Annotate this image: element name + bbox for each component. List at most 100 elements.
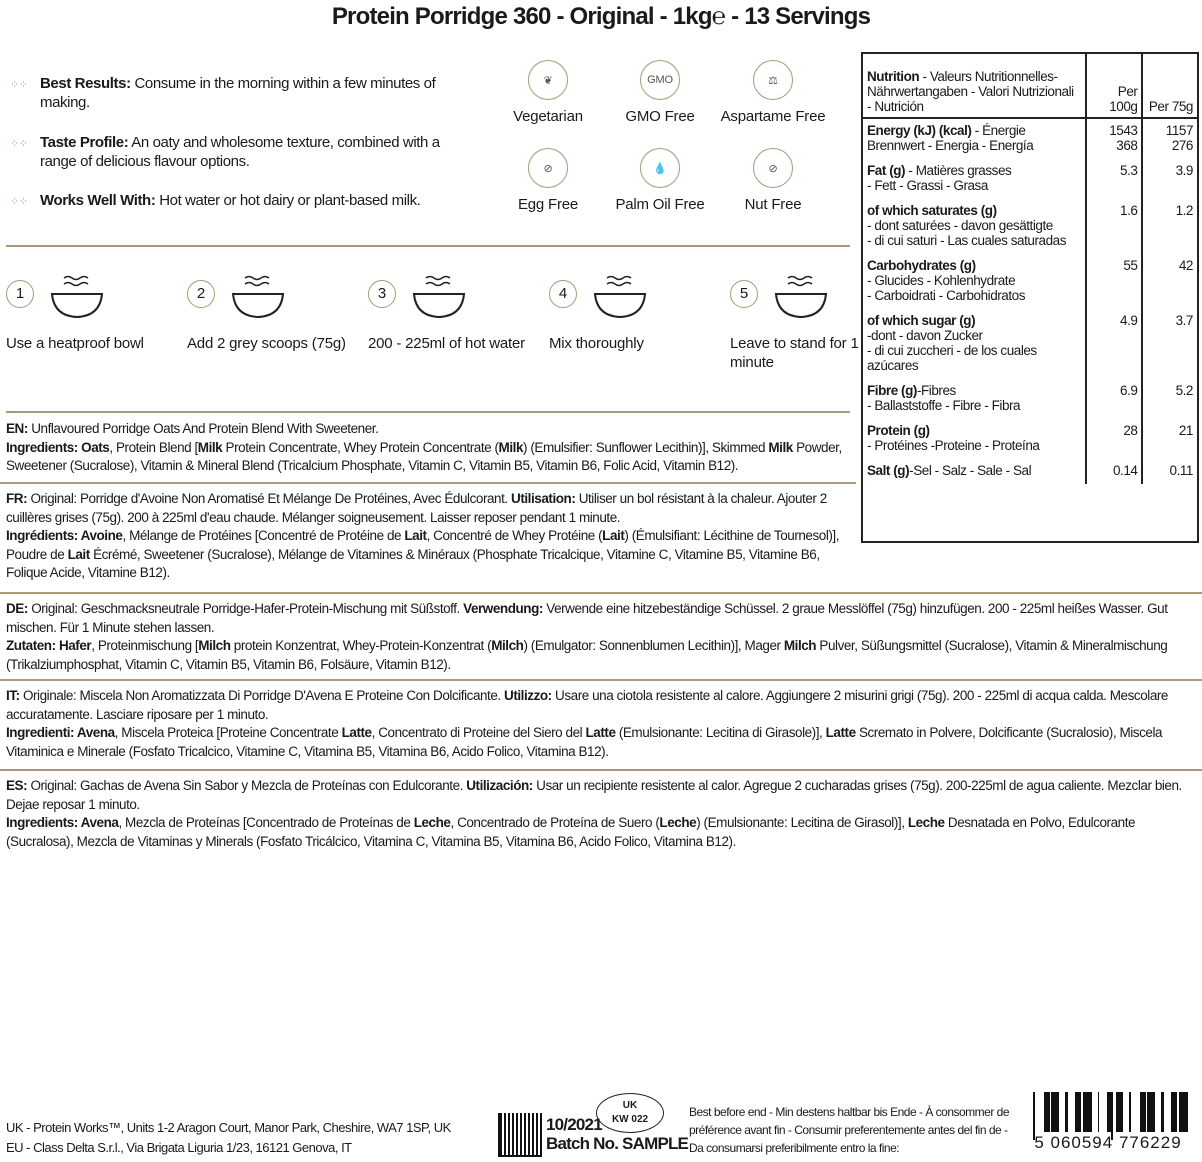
text-segment: Leche [659,815,697,830]
nutrient-translations: - Glucides - Kohlenhydrate - Carboidrati… [867,273,1026,303]
text-segment: Lait [404,528,427,543]
badge-label: Vegetarian [513,108,583,125]
step-number: 1 [6,280,34,308]
text-segment: Milk [768,439,793,455]
benefit-label: Best Results: [40,75,131,92]
text-segment: Usar un recipiente resistente al calor. … [6,778,1182,812]
text-segment: FR: [6,491,28,506]
badge-label: Nut Free [744,196,802,213]
nutrient-name: Protein (g) [867,423,930,438]
nutrient-translations: - dont saturées - davon gesättigte - di … [867,218,1066,248]
divider [0,592,1202,594]
benefit-label: Works Well With: [40,192,156,209]
text-segment: Utilisation: [511,491,576,506]
step-text: Use a heatproof bowl [6,335,144,352]
value-per-75g: 1.2 [1141,199,1197,254]
text-segment: Écrémé, Sweetener (Sucralose), Mélange d… [6,546,820,581]
nutrient-translations: -Fibres - Ballaststoffe - Fibre - Fibra [867,383,1021,413]
step-1: 1 Use a heatproof bowl [6,272,176,382]
text-segment: Powder, Sweetener (Sucralose), Vitamin &… [6,439,842,474]
nut-icon: ⊘ [753,148,793,188]
benefit-label: Taste Profile: [40,134,129,151]
nutrition-row: of which sugar (g) -dont - davon Zucker … [863,309,1197,379]
text-segment: ) (Emulsionante: Lecitina de Girasol)], [696,815,908,830]
barcode [1033,1092,1188,1140]
value-per-75g: 21 [1141,419,1197,459]
text-segment: Leche [413,815,451,830]
benefit-text: An oaty and wholesome texture, combined … [40,134,440,170]
bowl-timer-icon [774,275,828,319]
badge-1: GMO GMO Free [605,60,715,125]
value-per-100g: 0.14 [1084,459,1143,484]
text-segment: Originale: Miscela Non Aromatizzata Di P… [19,688,505,703]
nutrient-translations: - Protéines -Proteine - Proteína [867,438,1040,453]
text-segment: Milch [198,638,231,653]
batch-number: Batch No. SAMPLE [546,1134,689,1153]
badge-4: 💧 Palm Oil Free [605,148,715,213]
text-segment: , Concentré de Whey Protéine ( [426,528,603,543]
step-number: 2 [187,280,215,308]
benefit-text: Hot water or hot dairy or plant-based mi… [155,192,421,209]
nutrition-row: Energy (kJ) (kcal) - Énergie Brennwert -… [863,118,1197,159]
leaf-icon: ❦ [528,60,568,100]
oil-drop-icon: 💧 [640,148,680,188]
ingredients-it: IT: Originale: Miscela Non Aromatizzata … [6,687,1196,761]
text-segment: Milch [783,638,817,653]
step-5: 5 Leave to stand for 1 minute [730,272,900,382]
egg-icon: ⊘ [528,148,568,188]
text-segment: Unflavoured Porridge Oats And Protein Bl… [27,421,379,436]
text-segment: Verwendung: [463,601,543,616]
text-segment: Protein Concentrate, Whey Protein Concen… [222,439,499,455]
nutrient-translations: - Énergie Brennwert - Energia - Energía [867,123,1034,153]
text-segment: IT: [6,688,20,703]
step-4: 4 Mix thoroughly [549,272,719,382]
ingredients-es: ES: Original: Gachas de Avena Sin Sabor … [6,777,1196,851]
nutrition-row: Fibre (g)-Fibres - Ballaststoffe - Fibre… [863,379,1197,419]
divider [6,245,850,247]
badge-label: GMO Free [625,108,695,125]
value-per-100g: 28 [1084,419,1143,459]
text-segment: Original: Geschmacksneutrale Porridge-Ha… [27,601,464,616]
badge-5: ⊘ Nut Free [718,148,828,213]
best-before-text: Best before end - Min destens haltbar bi… [689,1105,1010,1155]
datamatrix-code [498,1113,542,1157]
benefit-text: Consume in the morning within a few minu… [40,75,436,111]
text-segment: (Emulsionante: Lecitina di Girasole)], [615,725,826,740]
nutrient-name: of which saturates (g) [867,203,997,218]
batch-date: 10/2021 [546,1115,603,1134]
text-segment: ) (Émulsifiant: Lécithine de Tournesol)]… [6,528,840,562]
text-segment: Pulver, Süßungsmittel (Sucralose), Vitam… [6,638,1168,672]
divider [6,411,850,413]
nutrient-name: Fibre (g) [867,383,917,398]
dots-icon: ⁘⁘ [10,79,28,91]
value-per-100g: 1543 368 [1084,118,1143,159]
bowl-mix-icon [593,275,647,319]
step-number: 5 [730,280,758,308]
text-segment: Utilización: [466,778,533,793]
bowl-steam-icon [50,275,104,319]
text-segment: Usare una ciotola resistente al calore. … [6,688,1168,722]
text-segment: Lait [602,528,625,543]
badge-label: Palm Oil Free [615,196,705,213]
badge-label: Aspartame Free [720,108,826,125]
nutrient-name: Carbohydrates (g) [867,258,976,273]
text-segment: , Concentrado de Proteína de Suero ( [450,815,660,830]
bowl-pour-icon [412,275,466,319]
nutrition-row: of which saturates (g) - dont saturées -… [863,199,1197,254]
ingredients-fr: FR: Original: Porridge d'Avoine Non Arom… [6,490,856,583]
bowl-scoop-icon [231,275,285,319]
gmo-icon: GMO [640,60,680,100]
benefit-taste-profile: ⁘⁘ Taste Profile: An oaty and wholesome t… [10,133,470,171]
nutrient-name: Fat (g) [867,163,906,178]
value-per-100g: 55 [1084,254,1143,309]
step-text: 200 - 225ml of hot water [368,335,525,352]
value-per-100g: 1.6 [1084,199,1143,254]
text-segment: ) (Emulsifier: Sunflower Lecithin)], Ski… [523,439,769,455]
text-segment: Ingredienti: Avena [6,725,115,740]
nutrient-name: Salt (g) [867,463,910,478]
step-3: 3 200 - 225ml of hot water [368,272,538,382]
nutrient-translations: -dont - davon Zucker - di cui zuccheri -… [867,328,1037,373]
text-segment: Verwende eine hitzebeständige Schüssel. … [6,601,1168,635]
value-per-75g: 3.7 [1141,309,1197,379]
col-per-75g: Per 75g [1141,54,1197,119]
